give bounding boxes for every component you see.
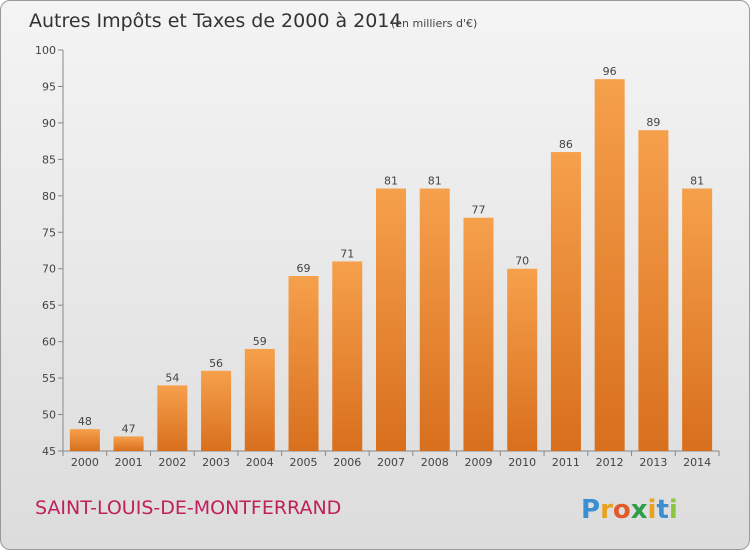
bar-value-label: 70	[515, 255, 529, 268]
bar-value-label: 59	[253, 335, 267, 348]
x-tick-label: 2011	[552, 456, 580, 469]
bar	[244, 348, 275, 451]
chart-unit: (en milliers d'€)	[391, 17, 477, 30]
bar-value-label: 81	[384, 175, 398, 188]
x-tick-label: 2008	[421, 456, 449, 469]
bar	[463, 217, 494, 451]
logo-letter: t	[656, 495, 668, 525]
y-tick-label: 80	[42, 190, 56, 203]
x-tick-label: 2013	[639, 456, 667, 469]
bar-value-label: 81	[690, 175, 704, 188]
x-tick-label: 2009	[464, 456, 492, 469]
bar-value-label: 86	[559, 138, 573, 151]
logo-letter: o	[613, 495, 631, 525]
bar-value-label: 89	[646, 116, 660, 129]
y-tick-label: 50	[42, 409, 56, 422]
bar-value-label: 69	[297, 262, 311, 275]
bar-value-label: 47	[122, 422, 136, 435]
bar-value-label: 77	[471, 204, 485, 217]
bar-value-label: 54	[165, 371, 179, 384]
y-tick-label: 55	[42, 372, 56, 385]
x-tick-label: 2003	[202, 456, 230, 469]
y-tick-label: 60	[42, 336, 56, 349]
bar	[507, 268, 538, 451]
x-tick-label: 2004	[246, 456, 274, 469]
y-tick-label: 75	[42, 226, 56, 239]
y-tick-label: 95	[42, 80, 56, 93]
bar	[332, 261, 363, 451]
bar	[113, 436, 144, 451]
bar	[288, 276, 319, 451]
bar	[419, 188, 450, 451]
bar	[201, 370, 232, 451]
bar-value-label: 48	[78, 415, 92, 428]
bar-value-label: 56	[209, 357, 223, 370]
bar-value-label: 96	[603, 65, 617, 78]
logo-letter: i	[648, 495, 657, 525]
x-tick-label: 2000	[71, 456, 99, 469]
bar	[638, 130, 669, 451]
x-tick-label: 2005	[290, 456, 318, 469]
bar	[594, 79, 625, 451]
x-tick-label: 2007	[377, 456, 405, 469]
bar	[682, 188, 713, 451]
x-tick-label: 2014	[683, 456, 711, 469]
bar-value-label: 71	[340, 247, 354, 260]
chart-title: Autres Impôts et Taxes de 2000 à 2014	[29, 10, 402, 32]
bar	[376, 188, 406, 451]
logo-letter: i	[669, 495, 678, 525]
axes: 45 50 55 60 65 70 75 80 85 90 95 100 2000 2001 2002 200…	[35, 44, 720, 469]
commune-name: SAINT-LOUIS-DE-MONTFERRAND	[35, 497, 341, 519]
y-tick-label: 65	[42, 299, 56, 312]
x-tick-label: 2010	[508, 456, 536, 469]
logo-letter: r	[600, 495, 613, 525]
bar-value-label: 81	[428, 175, 442, 188]
y-tick-label: 45	[42, 445, 56, 458]
y-tick-label: 70	[42, 263, 56, 276]
bars: 48 47 54 56 59 69 71 81 81 77 70 86 96 89 81	[69, 65, 713, 451]
x-tick-label: 2001	[115, 456, 143, 469]
logo-letter: P	[581, 495, 600, 525]
y-tick-label: 90	[42, 117, 56, 130]
bar	[157, 385, 188, 451]
y-tick-label: 85	[42, 153, 56, 166]
proxiti-logo: Proxiti	[581, 495, 678, 525]
x-tick-label: 2012	[596, 456, 624, 469]
bar	[69, 429, 100, 451]
y-tick-label: 100	[35, 44, 56, 57]
x-tick-label: 2006	[333, 456, 361, 469]
logo-letter: x	[631, 495, 648, 525]
x-tick-label: 2002	[158, 456, 186, 469]
bar	[550, 152, 581, 451]
